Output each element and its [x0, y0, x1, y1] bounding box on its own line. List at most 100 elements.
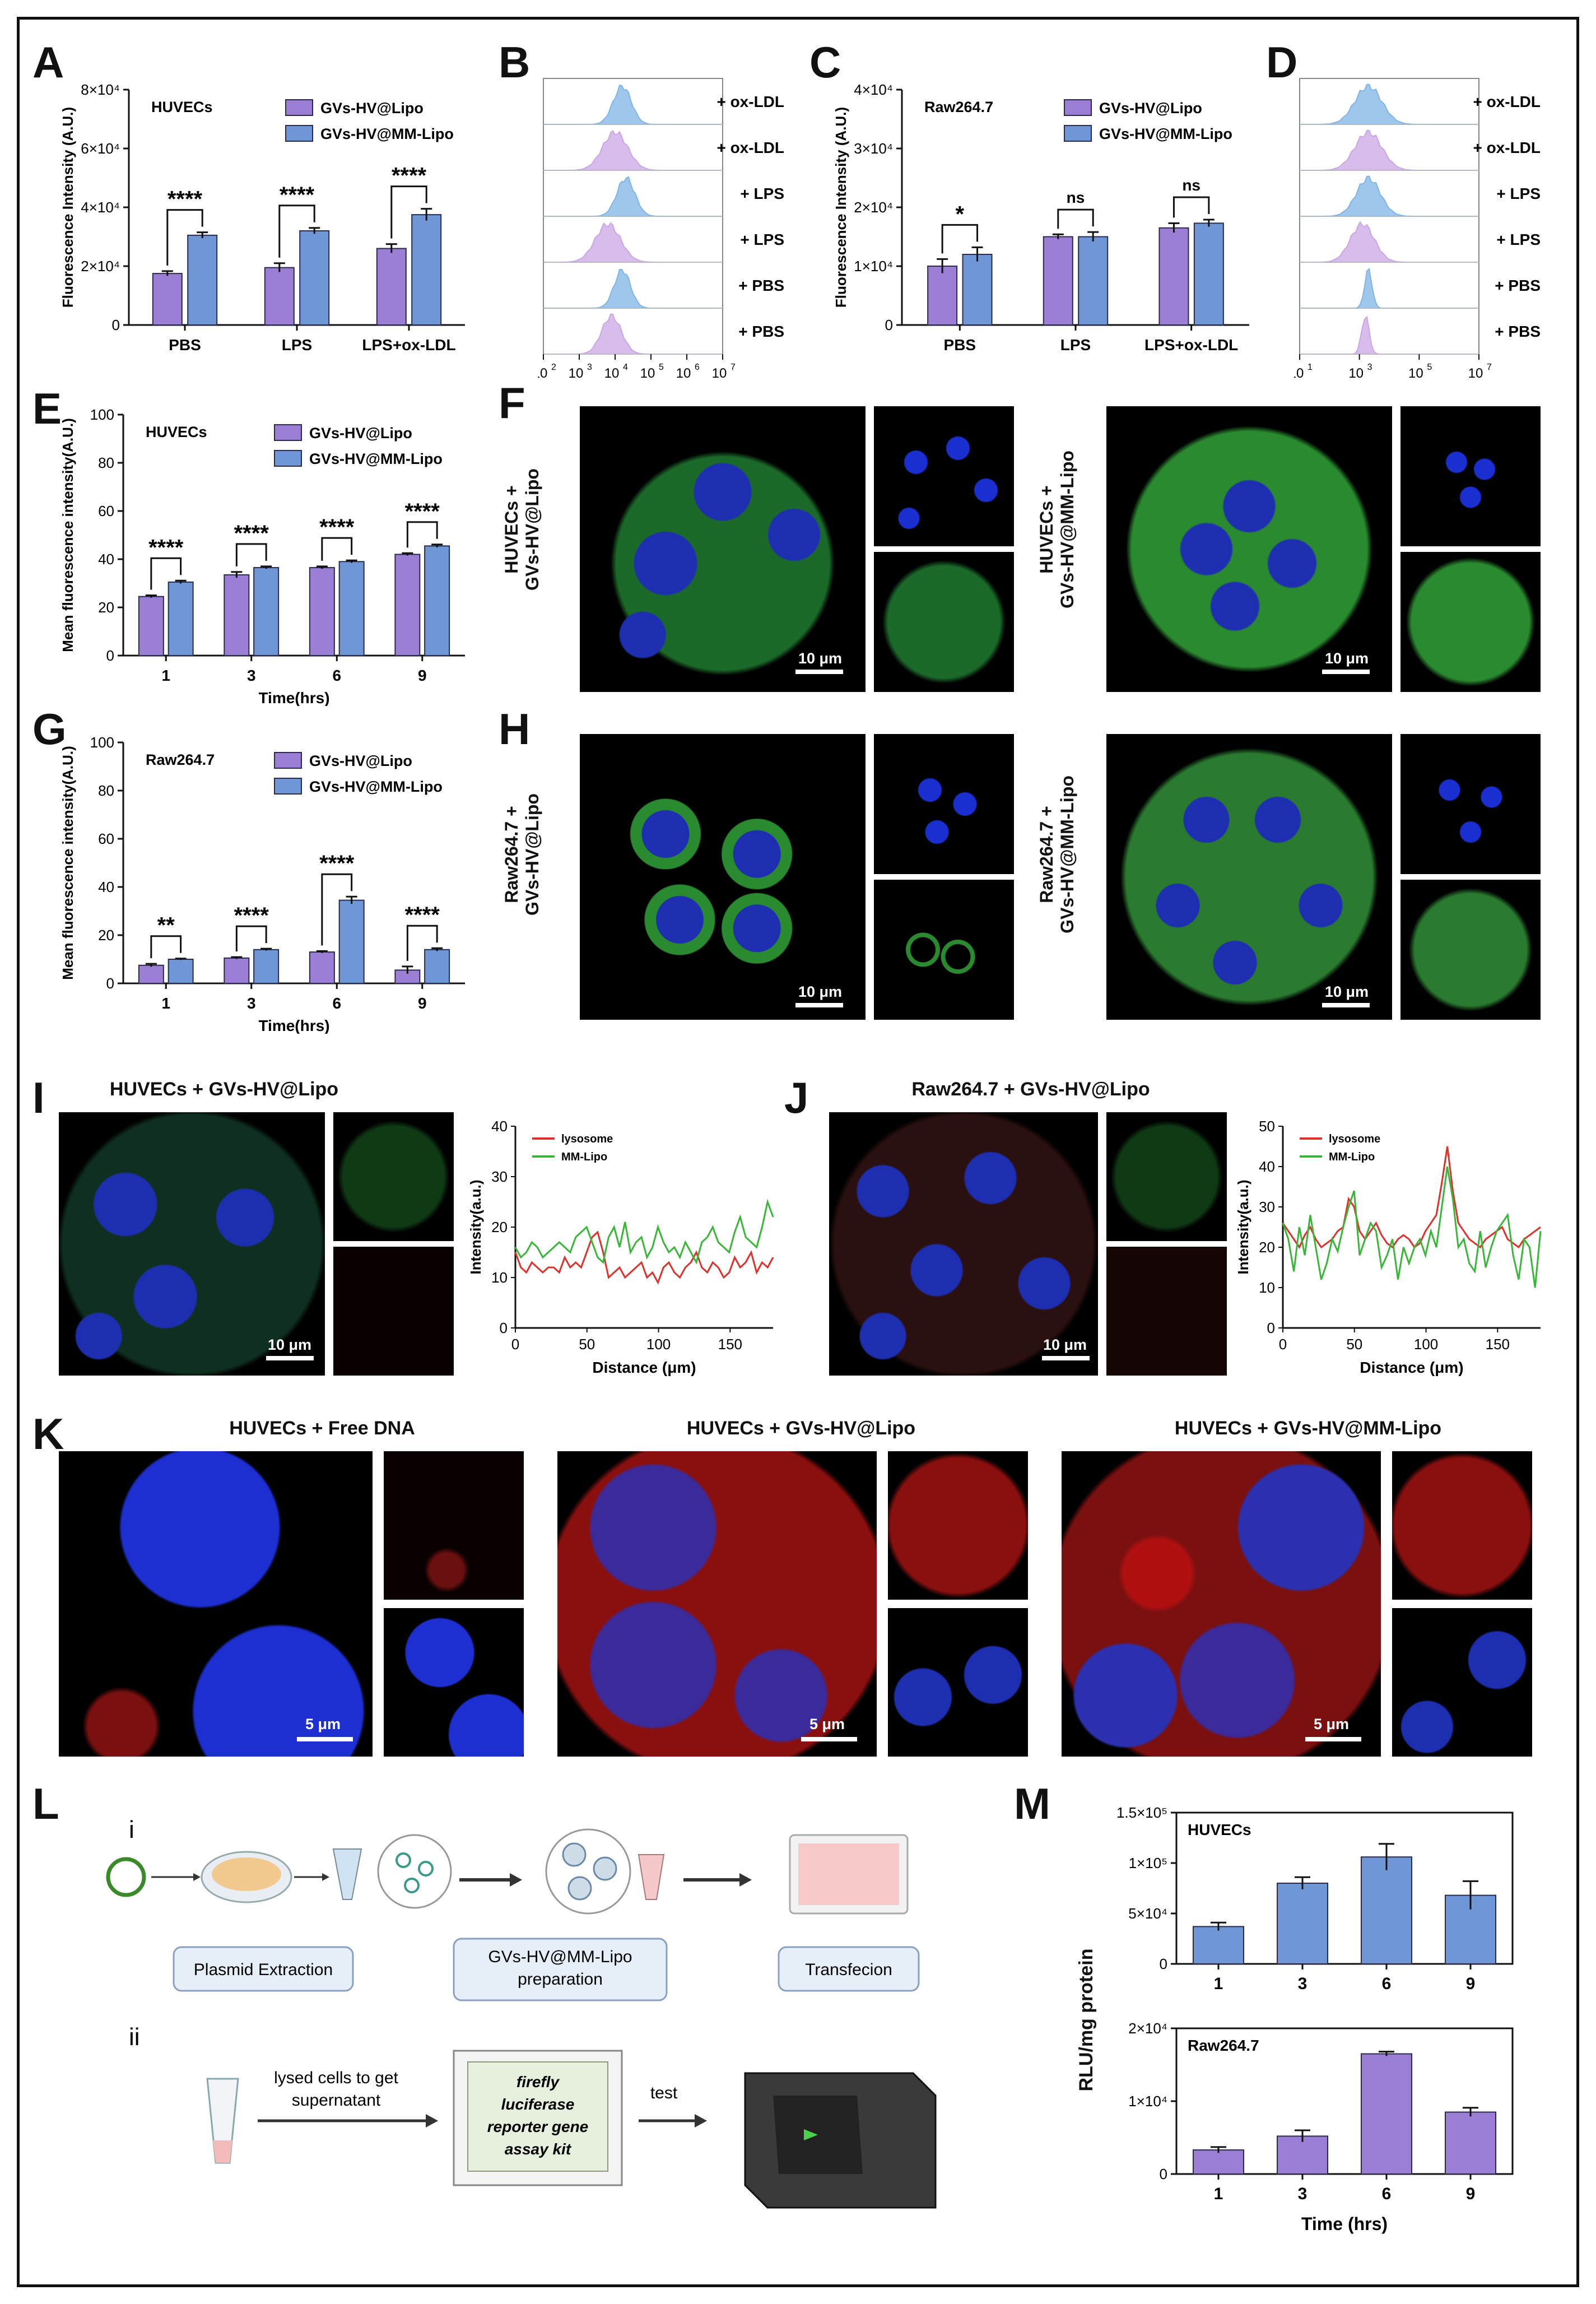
x-tick-label: 10 — [1408, 366, 1423, 381]
well-plate-wells-icon — [798, 1843, 899, 1905]
tube-icon — [332, 1848, 362, 1900]
y-tick-label: 30 — [1259, 1199, 1275, 1215]
chart-i-line: 0 10 20 30 40 0 50 100 150 Distance (μm) Intensity… — [467, 1118, 774, 1376]
x-tick-label: 50 — [1346, 1336, 1362, 1353]
legend-swatch — [285, 125, 313, 142]
plasmid-small-icon — [395, 1852, 411, 1868]
k-lipo-scale-label: 5 μm — [809, 1716, 845, 1732]
y-tick-label: 8×10⁴ — [81, 81, 120, 98]
f-left-merge-image — [580, 406, 866, 692]
f-right-scale-bar — [1322, 670, 1370, 674]
panel-label-i: I — [32, 1073, 45, 1122]
histogram-label: + PBS — [1495, 277, 1541, 294]
k-lipo-blue-image — [888, 1608, 1028, 1757]
h-left-label: Raw264.7 + GVs-HV@Lipo — [501, 793, 542, 916]
plot-frame — [1175, 1811, 1514, 1965]
chart-title: Raw264.7 — [1188, 2037, 1259, 2054]
k-lipo-scale-bar — [801, 1737, 857, 1741]
x-tick-label: 9 — [1466, 1975, 1476, 1993]
panel-label-a: A — [32, 38, 64, 87]
chart-title: HUVECs — [1188, 1821, 1251, 1838]
histogram-label: + ox-LDL — [1473, 93, 1541, 110]
chart-e: 0 20 40 60 80 100 Mean fluorescence intensity(… — [59, 406, 465, 706]
x-tick-exponent: 3 — [1367, 363, 1372, 372]
x-tick-label: 10 — [1348, 366, 1364, 381]
step2-label-line1: GVs-HV@MM-Lipo — [488, 1948, 632, 1966]
x-tick-label: 3 — [247, 667, 256, 684]
arrow-head-icon — [695, 2114, 707, 2128]
x-tick-exponent: 5 — [659, 363, 664, 372]
chart-m-raw: 0 1×10⁴ 2×10⁴ 1 3 6 9 Raw264.7 Time (hrs) — [1128, 2020, 1514, 2234]
f-right-merge-image — [1106, 406, 1392, 692]
plasmid-icon — [106, 1857, 146, 1897]
y-tick-label: 40 — [98, 551, 114, 568]
y-tick-label: 40 — [491, 1118, 508, 1135]
legend-label: MM-Lipo — [1329, 1151, 1375, 1163]
bar — [1158, 227, 1189, 326]
bar — [411, 214, 442, 326]
histogram-curve — [1300, 83, 1479, 125]
x-tick-label: 150 — [718, 1336, 742, 1353]
plasmid-small-icon — [404, 1878, 420, 1893]
y-tick-label: 20 — [98, 927, 114, 944]
y-tick-label: 100 — [90, 406, 114, 423]
bar — [1193, 222, 1224, 326]
significance-label: **** — [319, 851, 355, 876]
y-tick-label: 2×10⁴ — [1128, 2020, 1167, 2037]
x-tick-label: 6 — [332, 995, 341, 1012]
bar — [1193, 1926, 1244, 1964]
chart-title: HUVECs — [146, 424, 207, 440]
y-tick-label: 10 — [491, 1269, 508, 1286]
x-tick-label: 10 — [640, 366, 655, 381]
f-left-green-image — [874, 552, 1014, 692]
y-axis-label: Fluorescence Intensity (A.U.) — [59, 107, 76, 308]
x-tick-label: 0 — [511, 1336, 519, 1353]
chart-b-histograms: + ox-LDL+ ox-LDL+ LPS+ LPS+ PBS+ PBS1021… — [538, 78, 784, 381]
x-tick-label: 9 — [418, 667, 427, 684]
y-tick-label: 50 — [1259, 1118, 1275, 1135]
k-free-dna-scale-label: 5 μm — [305, 1716, 341, 1732]
legend-label: GVs-HV@MM-Lipo — [1099, 126, 1232, 142]
i-red-image — [333, 1247, 454, 1376]
bar — [424, 545, 450, 656]
f-left-scale-bar — [795, 670, 843, 674]
f-right-label: HUVECs + GVs-HV@MM-Lipo — [1036, 450, 1077, 608]
x-tick-label: 10 — [538, 366, 547, 381]
x-tick-label: LPS+ox-LDL — [362, 336, 455, 354]
y-tick-label: 0 — [112, 317, 120, 333]
y-axis-label: Mean fluorescence intensity(A.U.) — [59, 746, 76, 980]
assay-kit-label — [467, 2061, 608, 2172]
series-line — [514, 1230, 774, 1285]
y-tick-label: 10 — [1259, 1279, 1275, 1296]
chart-title: Raw264.7 — [146, 751, 215, 768]
x-tick-label: 50 — [579, 1336, 595, 1353]
bar — [1043, 236, 1073, 326]
bar — [376, 248, 407, 326]
k-mm-lipo-blue-image — [1392, 1608, 1532, 1757]
f-left-nucleus-image — [874, 406, 1014, 546]
significance-bracket — [390, 185, 427, 239]
significance-bracket — [150, 935, 182, 959]
plasmid-small-icon — [418, 1861, 434, 1876]
bar — [253, 567, 280, 656]
x-tick-label: 10 — [569, 366, 584, 381]
histogram-curve — [543, 84, 723, 125]
histogram-curve — [1300, 129, 1479, 171]
x-tick-label: LPS — [1060, 336, 1091, 354]
chart-title: Raw264.7 — [924, 99, 993, 115]
legend-label: GVs-HV@Lipo — [309, 425, 412, 442]
histogram-curve — [543, 268, 723, 309]
k-free-dna-blue-image — [384, 1608, 524, 1757]
bar — [1193, 2149, 1244, 2175]
y-tick-label: 40 — [98, 879, 114, 895]
y-tick-label: 0 — [1160, 2166, 1167, 2182]
chart-j-line: 0 10 20 30 40 50 0 50 100 150 Distance (μm) Intensi… — [1235, 1118, 1542, 1376]
chart-d-histograms: + ox-LDL+ ox-LDL+ LPS+ LPS+ PBS+ PBS1011… — [1294, 78, 1541, 381]
bar — [1361, 1856, 1412, 1964]
k-mm-lipo-scale-bar — [1305, 1737, 1361, 1741]
lysate-icon — [213, 2140, 232, 2163]
y-axis-label: Mean fluorescence intensity(A.U.) — [59, 418, 76, 652]
j-green-image — [1106, 1112, 1227, 1241]
y-tick-label: 6×10⁴ — [81, 140, 120, 157]
figure-frame — [17, 17, 1579, 2287]
